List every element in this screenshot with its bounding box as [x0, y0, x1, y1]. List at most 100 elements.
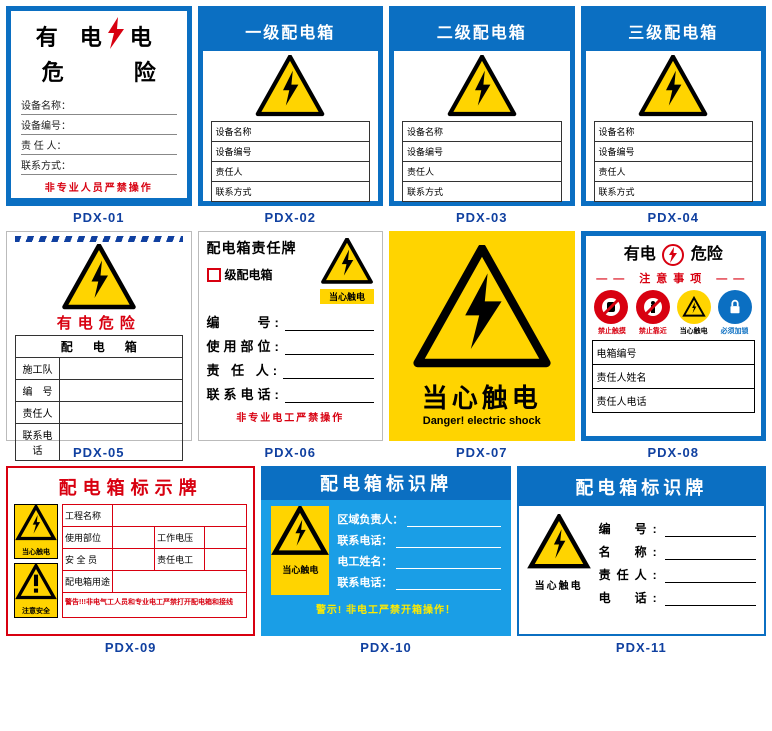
checkbox-icon: [207, 268, 221, 282]
cell-pdx-07: 当心触电 Danger! electric shock PDX-07: [389, 231, 575, 460]
footer-warning: 警示! 非电工严禁开箱操作！: [267, 601, 504, 616]
field-key: 区域负责人：: [337, 511, 403, 527]
field-val: [60, 402, 182, 423]
fields-grid: 设备名称 设备编号 责任人 联系方式: [594, 121, 754, 202]
field-row: 设备编号：: [21, 115, 177, 135]
shock-warning-icon: [677, 290, 711, 324]
icon-label: 必须加锁: [721, 326, 749, 336]
field-key: 责任人: [16, 402, 60, 423]
card-pdx-02: 一级配电箱 设备名称 设备编号 责任人 联系方式: [198, 6, 384, 206]
mini-safety-sign: 注意安全: [14, 563, 58, 618]
icon-label: 当心触电: [680, 326, 708, 336]
field-key: 名 称:: [599, 543, 663, 560]
bolt-icon: [104, 17, 128, 55]
icon-label: 禁止触摸: [598, 326, 626, 336]
card-pdx-03: 二级配电箱 设备名称 设备编号 责任人 联系方式: [389, 6, 575, 206]
cell: [113, 571, 246, 592]
card-pdx-08: 有电 危险 —— 注意事项 —— 禁止触摸 禁止靠近 当心触电 必须加锁 电箱编…: [581, 231, 767, 441]
cell-pdx-03: 二级配电箱 设备名称 设备编号 责任人 联系方式 PDX-03: [389, 6, 575, 225]
cell: [113, 505, 246, 526]
field-key: 电 话:: [599, 589, 663, 606]
field-row: 设备名称: [212, 122, 370, 142]
cell: [205, 549, 246, 570]
field-row: 联系方式: [403, 182, 561, 201]
card-label: PDX-06: [264, 445, 316, 460]
danger-header: 有 电 电 危 险: [11, 11, 187, 91]
field-row: 设备名称: [595, 122, 753, 142]
card-pdx-10: 配电箱标识牌 当心触电 区域负责人： 联系电话： 电工姓名： 联系电话： 警示!…: [261, 466, 510, 636]
cell: 安 全 员: [63, 549, 113, 570]
cell-pdx-10: 配电箱标识牌 当心触电 区域负责人： 联系电话： 电工姓名： 联系电话： 警示!…: [261, 466, 510, 655]
title-right: 危险: [691, 246, 723, 263]
card-label: PDX-04: [647, 210, 699, 225]
warning-triangle-icon: [412, 245, 552, 374]
icon-labels: 禁止触摸 禁止靠近 当心触电 必须加锁: [592, 326, 756, 336]
card-pdx-06: 配电箱责任牌 级配电箱 当心触电 编 号: 使用部位: 责 任 人: 联系电话:…: [198, 231, 384, 441]
field-val: [60, 380, 182, 401]
caption: 当心触电: [15, 546, 57, 558]
field-row: 联系方式: [595, 182, 753, 201]
field-row: 责任人: [595, 162, 753, 182]
field-row: 设备名称：: [21, 95, 177, 115]
field-key: 施工队: [16, 358, 60, 379]
card-pdx-11: 配电箱标识牌 当心触电 编 号: 名 称: 责任人: 电 话:: [517, 466, 766, 636]
table: 电箱编号 责任人姓名 责任人电话: [592, 340, 756, 413]
prohibit-approach-icon: [636, 290, 670, 324]
caption: 当心触电: [271, 561, 329, 578]
card-label: PDX-03: [456, 210, 508, 225]
checkbox-label: 级配电箱: [225, 266, 273, 283]
cell-pdx-04: 三级配电箱 设备名称 设备编号 责任人 联系方式 PDX-04: [581, 6, 767, 225]
cell: 使用部位: [63, 527, 113, 548]
field-line: [396, 574, 500, 590]
field-line: [396, 553, 500, 569]
title: 配电箱标示牌: [14, 472, 247, 504]
title-char: 有 电: [36, 20, 102, 52]
cell: 责任电工: [155, 549, 205, 570]
caption: 注意安全: [15, 605, 57, 617]
checkbox-row: 级配电箱: [207, 266, 315, 283]
subtitle: —— 注意事项 ——: [592, 270, 756, 286]
field-row: 设备编号: [403, 142, 561, 162]
card-label: PDX-09: [105, 640, 157, 655]
card-label: PDX-08: [647, 445, 699, 460]
card-pdx-09: 配电箱标示牌 当心触电 注意安全 工程名称 使用部位工作电压 安 全 员责任电工: [6, 466, 255, 636]
field-key: 电工姓名：: [337, 553, 392, 569]
header: 一级配电箱: [203, 11, 379, 51]
field-line: [665, 566, 756, 583]
fields: 编 号: 使用部位: 责 任 人: 联系电话:: [207, 312, 375, 403]
field-key: 使用部位:: [207, 336, 283, 355]
field-key: 编 号:: [207, 312, 283, 331]
card-grid-top: 有 电 电 危 险 设备名称： 设备编号： 责 任 人： 联系方式： 非专业人员…: [0, 0, 772, 466]
warning-cell: 警告!!!非电气工人员和专业电工严禁打开配电箱和接线: [63, 593, 246, 611]
field-row: 责 任 人：: [21, 135, 177, 155]
field-key: 责任人:: [599, 566, 663, 583]
field-row: 设备编号: [595, 142, 753, 162]
field-line: [285, 384, 374, 403]
sign-column: 当心触电 注意安全: [14, 504, 58, 618]
field-row: 责任人姓名: [593, 365, 755, 389]
field-key: 联系电话: [16, 424, 60, 460]
field-row: 设备名称: [403, 122, 561, 142]
title-cn: 当心触电: [422, 378, 542, 415]
mini-warning-sign: 当心触电: [320, 238, 374, 304]
card-pdx-05: 有电危险 配电箱 施工队 编 号 责任人 联系电话 非专业人员严禁操作: [6, 231, 192, 441]
field-row: 责任人: [212, 162, 370, 182]
field-line: [665, 543, 756, 560]
title: 有电危险: [15, 310, 183, 335]
table: 施工队 编 号 责任人 联系电话: [15, 358, 183, 461]
cell: 工作电压: [155, 527, 205, 548]
field-key: 联系电话：: [337, 574, 392, 590]
box-title: 配电箱: [15, 335, 183, 358]
cell: 配电箱用途: [63, 571, 113, 592]
top-row: 配电箱责任牌 级配电箱 当心触电: [207, 238, 375, 304]
card-label: PDX-07: [456, 445, 508, 460]
bolt-circle-icon: [662, 244, 684, 266]
cell-pdx-01: 有 电 电 危 险 设备名称： 设备编号： 责 任 人： 联系方式： 非专业人员…: [6, 6, 192, 225]
title-left: 有电: [624, 246, 656, 263]
field-row: 联系方式：: [21, 155, 177, 175]
field-line: [285, 336, 374, 355]
cell-pdx-06: 配电箱责任牌 级配电箱 当心触电 编 号: 使用部位: 责 任 人: 联系电话:…: [198, 231, 384, 460]
cell-pdx-09: 配电箱标示牌 当心触电 注意安全 工程名称 使用部位工作电压 安 全 员责任电工: [6, 466, 255, 655]
warning-triangle-icon: [15, 244, 183, 310]
icon-label: 禁止靠近: [639, 326, 667, 336]
